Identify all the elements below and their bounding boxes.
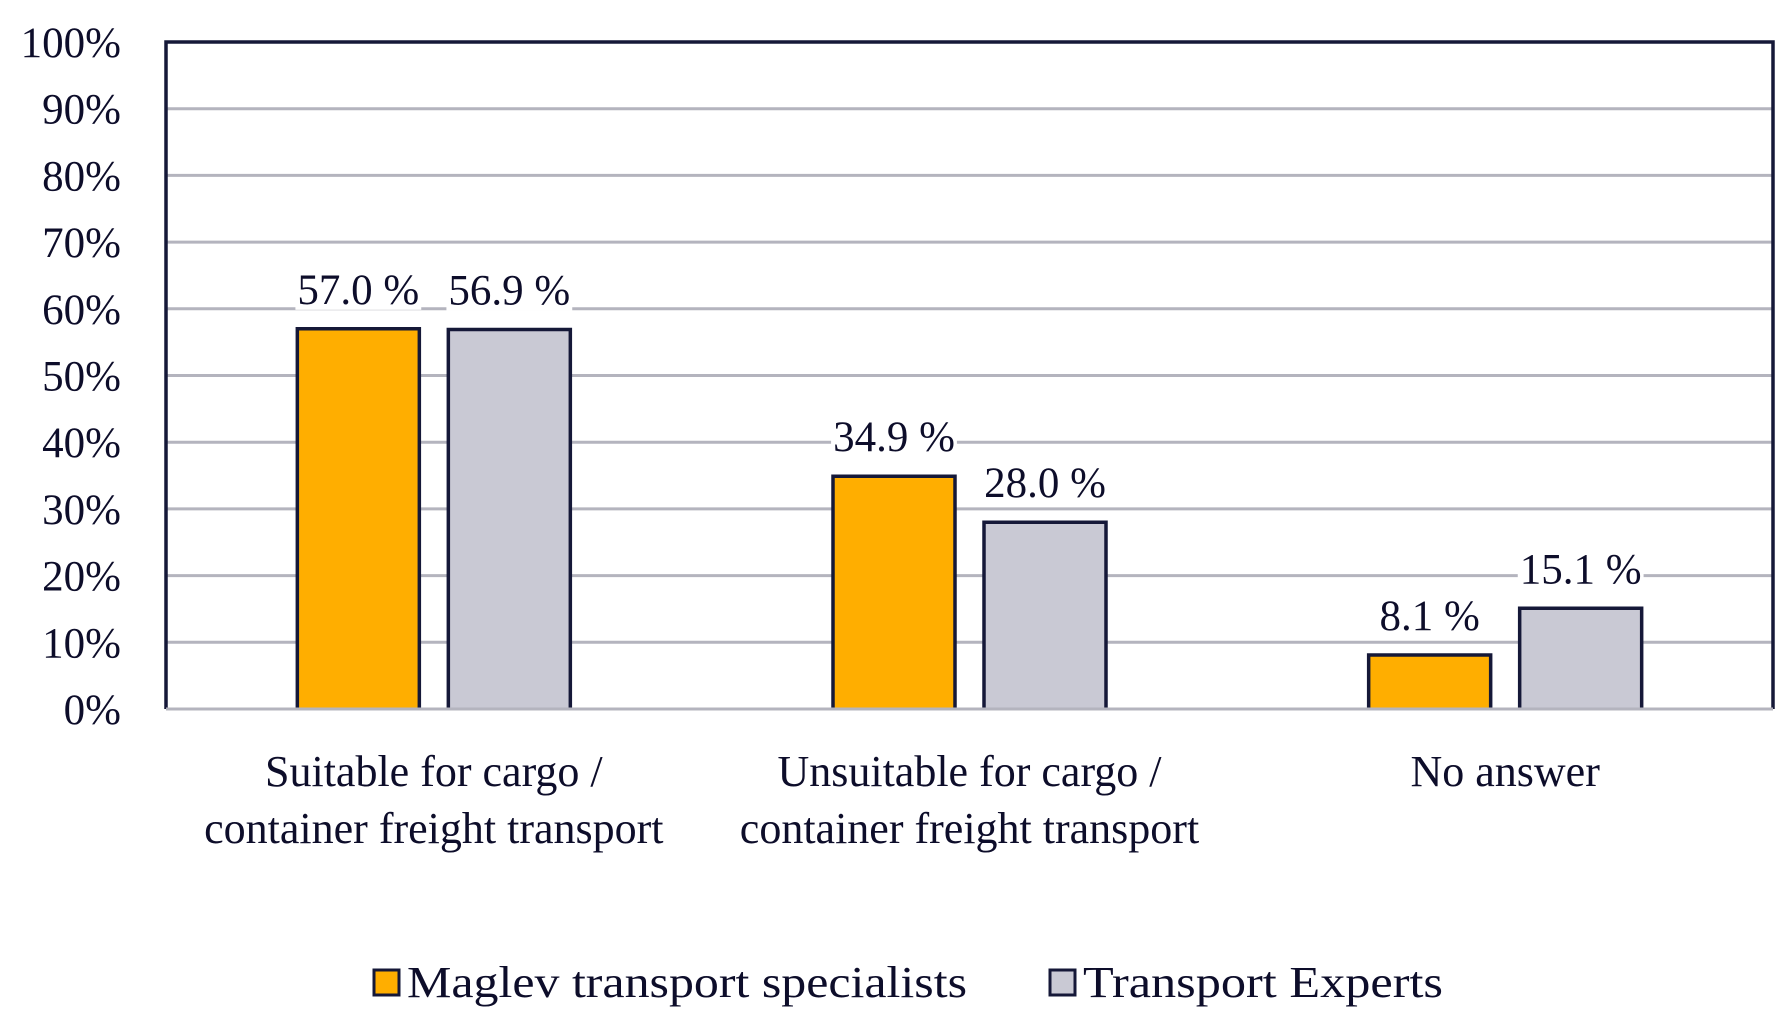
plot-frame — [164, 40, 1775, 711]
legend-item: Maglev transport specialists — [372, 958, 967, 1007]
bar-maglev-specialists — [1368, 654, 1491, 709]
bar-transport-experts — [448, 329, 571, 709]
data-labels: 57.0 % 56.9 % 34.9 % 28.0 % 8.1 % 15.1 % — [295, 267, 1644, 640]
legend-swatch-icon — [1048, 968, 1077, 997]
data-label: 28.0 % — [984, 460, 1106, 507]
bar-outline — [982, 520, 1108, 709]
y-tick-label: 100% — [21, 20, 121, 67]
gridlines — [166, 107, 1773, 711]
data-label: 8.1 % — [1380, 593, 1480, 640]
y-tick-label: 0% — [64, 687, 121, 734]
legend-swatch-icon — [372, 968, 401, 997]
y-tick-label: 80% — [42, 153, 121, 200]
bar-outline — [1517, 606, 1644, 709]
y-tick-label: 50% — [42, 354, 121, 401]
legend-label: Maglev transport specialists — [407, 958, 967, 1007]
data-label-background — [1517, 552, 1644, 590]
plot-border — [164, 40, 1775, 709]
bar-outline — [831, 474, 957, 709]
data-label-background — [295, 272, 422, 310]
data-label: 56.9 % — [448, 267, 570, 314]
legend-label: Transport Experts — [1083, 958, 1443, 1007]
category-label: container freight transport — [740, 804, 1199, 853]
data-label: 15.1 % — [1520, 546, 1642, 593]
category-label: container freight transport — [204, 804, 663, 853]
bar-transport-experts — [984, 522, 1106, 709]
legend: Maglev transport specialists Transport Ex… — [372, 958, 1443, 1007]
bar-transport-experts — [1519, 608, 1642, 709]
x-axis-category-labels: Suitable for cargo / container freight tr… — [204, 747, 1600, 853]
legend-item: Transport Experts — [1048, 958, 1443, 1007]
bars — [295, 327, 1644, 709]
data-label-background — [446, 273, 573, 311]
y-tick-label: 90% — [42, 87, 121, 134]
y-tick-label: 60% — [42, 287, 121, 334]
y-tick-label: 30% — [42, 487, 121, 534]
data-label: 57.0 % — [297, 267, 419, 314]
bar-outline — [1366, 653, 1493, 709]
data-label-background — [831, 420, 957, 458]
category-label: No answer — [1410, 747, 1600, 796]
y-tick-label: 10% — [42, 620, 121, 667]
bar-maglev-specialists — [297, 328, 420, 709]
y-tick-label: 40% — [42, 420, 121, 467]
bar-outline — [446, 327, 573, 709]
bar-maglev-specialists — [833, 476, 955, 709]
y-tick-label: 70% — [42, 220, 121, 267]
y-tick-label: 20% — [42, 554, 121, 601]
bar-outline — [295, 327, 422, 709]
data-label: 34.9 % — [833, 414, 955, 461]
category-label: Suitable for cargo / — [265, 747, 603, 796]
data-label-background — [1377, 598, 1482, 636]
category-label: Unsuitable for cargo / — [777, 747, 1162, 796]
y-axis-tick-labels: 0% 10% 20% 30% 40% 50% 60% 70% 80% 90% 100% — [21, 20, 121, 734]
data-label-background — [982, 466, 1108, 504]
